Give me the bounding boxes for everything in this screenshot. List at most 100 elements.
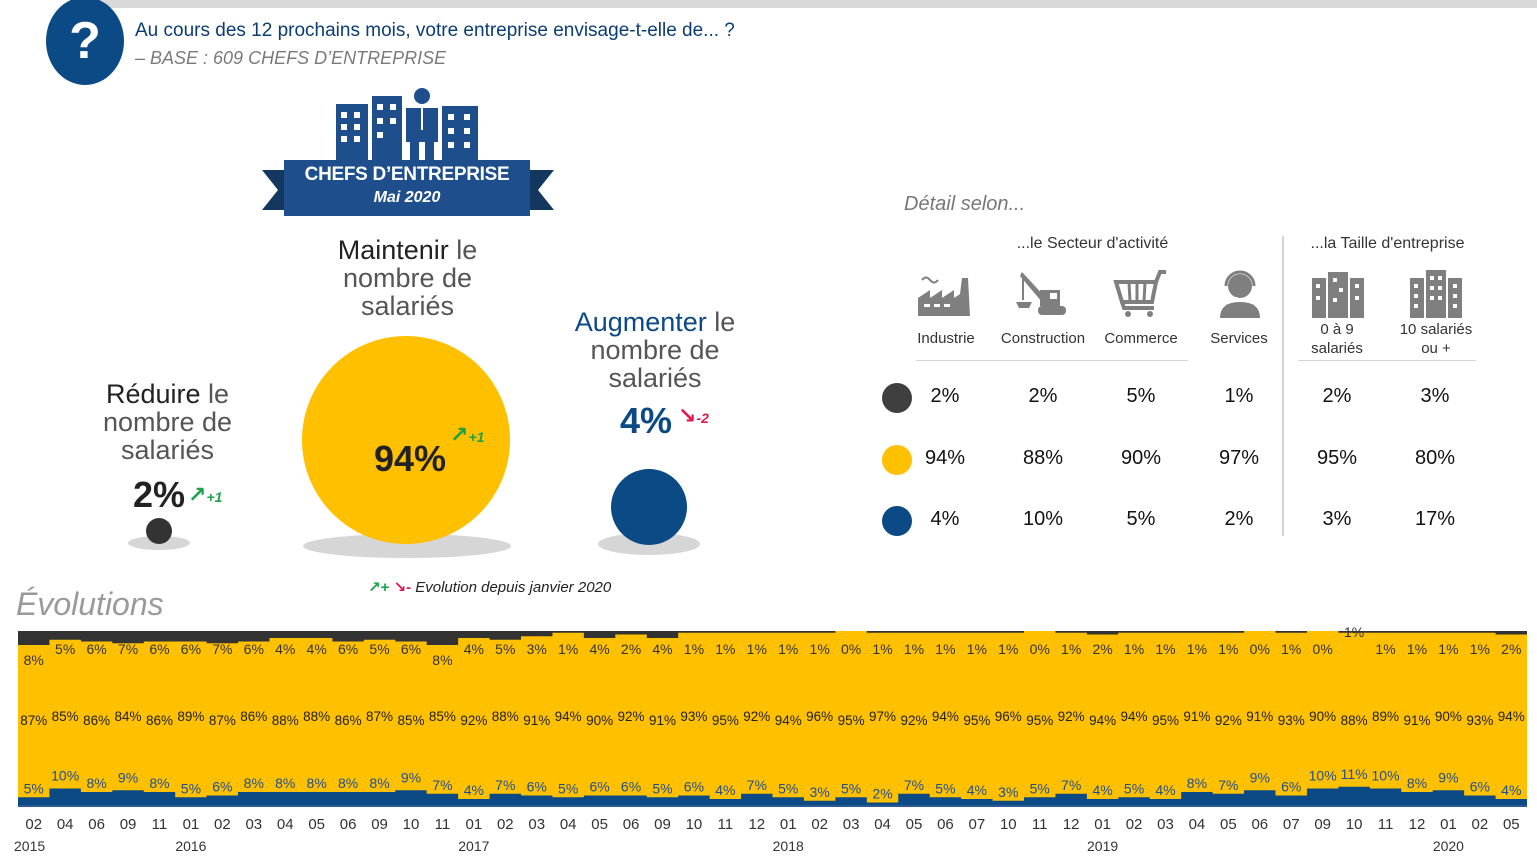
reduire-data-label: 1% [1438, 641, 1458, 657]
reduire-label-line2: nombre de [102, 407, 233, 437]
maintenir-data-label: 87% [20, 713, 47, 728]
reduire-data-label: 1% [1187, 641, 1207, 657]
maintenir-data-label: 92% [743, 709, 770, 724]
reduire-data-label: 1% [1155, 641, 1175, 657]
col-label-industrie: Industrie [917, 330, 975, 347]
reduire-data-label: 4% [464, 641, 484, 657]
x-tick-label: 10 [1346, 816, 1363, 833]
augmenter-data-label: 8% [1407, 775, 1427, 791]
reduire-data-label: 2% [1092, 641, 1112, 657]
x-tick-label: 11 [1378, 816, 1394, 833]
reduire-data-label: 6% [244, 641, 264, 657]
x-tick-label: 06 [937, 816, 954, 833]
top-bar [95, 0, 1537, 8]
maintenir-data-label: 95% [1026, 713, 1053, 728]
detail-cell-reduire: 5% [1126, 385, 1156, 407]
detail-cell-augmenter: 5% [1126, 508, 1156, 530]
year-label: 2019 [1087, 838, 1118, 854]
maintenir-data-label: 89% [177, 709, 204, 724]
reduire-data-label: 1% [904, 641, 924, 657]
evolution-legend-text: Evolution depuis janvier 2020 [415, 579, 612, 596]
augmenter-data-label: 4% [1092, 782, 1112, 798]
augmenter-data-label: 6% [212, 779, 232, 795]
x-tick-label: 12 [748, 816, 765, 833]
maintenir-data-label: 88% [492, 709, 519, 724]
maintenir-data-label: 91% [1246, 709, 1273, 724]
year-label: 2018 [773, 838, 804, 854]
x-tick-label: 04 [277, 816, 294, 833]
reduire-bubble [146, 518, 172, 544]
crane-icon [1016, 272, 1066, 315]
x-tick-label: 11 [152, 816, 168, 833]
maintenir-data-label: 86% [146, 713, 173, 728]
reduire-data-label: 1% [1124, 641, 1144, 657]
augmenter-data-label: 10% [1309, 768, 1337, 784]
reduire-data-label: 1% [1470, 641, 1490, 657]
augmenter-data-label: 5% [1030, 780, 1050, 796]
detail-cell-augmenter: 3% [1322, 508, 1352, 530]
ribbon-tail-right [528, 170, 554, 210]
detail-cell-reduire: 2% [1028, 385, 1058, 407]
col-label-10-plus: 10 salariés ou + [1399, 321, 1473, 357]
reduire-data-label: 1% [1061, 641, 1081, 657]
reduire-data-label: 0% [1030, 641, 1050, 657]
question-mark-icon: ? [46, 0, 124, 85]
arrow-up-icon: ↗ [188, 482, 207, 507]
x-tick-label: 11 [718, 816, 734, 833]
reduire-data-label: 4% [652, 641, 672, 657]
x-tick-label: 02 [1126, 816, 1143, 833]
maintenir-data-label: 88% [1341, 713, 1368, 728]
maintenir-label-bold: Maintenir [337, 235, 449, 265]
maintenir-data-label: 86% [335, 713, 362, 728]
detail-cell-augmenter: 17% [1414, 508, 1456, 530]
x-tick-label: 10 [1000, 816, 1017, 833]
reduire-data-label: 7% [118, 641, 138, 657]
maintenir-data-label: 91% [1183, 709, 1210, 724]
reduire-label-bold: Réduire [105, 379, 201, 409]
augmenter-data-label: 8% [307, 775, 327, 791]
year-label: 2020 [1433, 838, 1464, 854]
augmenter-data-label: 8% [1187, 775, 1207, 791]
augmenter-data-label: 10% [1372, 768, 1400, 784]
detail-cell-reduire: 3% [1420, 385, 1450, 407]
maintenir-data-label: 94% [1498, 709, 1525, 724]
reduire-data-label: 1% [558, 641, 578, 657]
reduire-data-label: 5% [55, 641, 75, 657]
maintenir-data-label: 90% [1435, 709, 1462, 724]
maintenir-label-rest: le [448, 235, 478, 265]
augmenter-data-label: 4% [967, 782, 987, 798]
maintenir-data-label: 92% [900, 713, 927, 728]
augmenter-data-label: 5% [778, 780, 798, 796]
x-tick-label: 03 [528, 816, 545, 833]
x-tick-label: 05 [1220, 816, 1237, 833]
reduire-data-label: 1% [684, 641, 704, 657]
maintenir-delta: ↗+1 [450, 422, 485, 447]
augmenter-data-label: 10% [51, 768, 79, 784]
x-tick-label: 01 [183, 816, 200, 833]
maintenir-data-label: 85% [429, 709, 456, 724]
maintenir-data-label: 86% [240, 709, 267, 724]
buildings-businessman-icon [336, 88, 478, 162]
maintenir-data-label: 88% [303, 709, 330, 724]
x-tick-label: 09 [371, 816, 388, 833]
x-tick-label: 03 [245, 816, 262, 833]
maintenir-data-label: 92% [1215, 713, 1242, 728]
augmenter-data-label: 8% [338, 775, 358, 791]
reduire-data-label: 1% [1375, 641, 1395, 657]
maintenir-data-label: 96% [995, 709, 1022, 724]
reduire-data-label: 4% [589, 641, 609, 657]
augmenter-data-label: 6% [589, 779, 609, 795]
reduire-data-label: 7% [212, 641, 232, 657]
maintenir-data-label: 93% [1466, 713, 1493, 728]
arrow-up-icon: ↗ [450, 422, 469, 447]
reduire-data-label: 0% [1250, 641, 1270, 657]
reduire-data-label: 1% [715, 641, 735, 657]
x-tick-label: 01 [1440, 816, 1457, 833]
reduire-data-label: 8% [24, 652, 44, 668]
col-label-commerce: Commerce [1104, 330, 1178, 347]
x-tick-label: 03 [1157, 816, 1174, 833]
augmenter-data-label: 7% [1061, 777, 1081, 793]
down-arrow-legend-icon: ↘- [393, 579, 412, 596]
reduire-data-label: 5% [369, 641, 389, 657]
x-tick-label: 09 [1314, 816, 1331, 833]
